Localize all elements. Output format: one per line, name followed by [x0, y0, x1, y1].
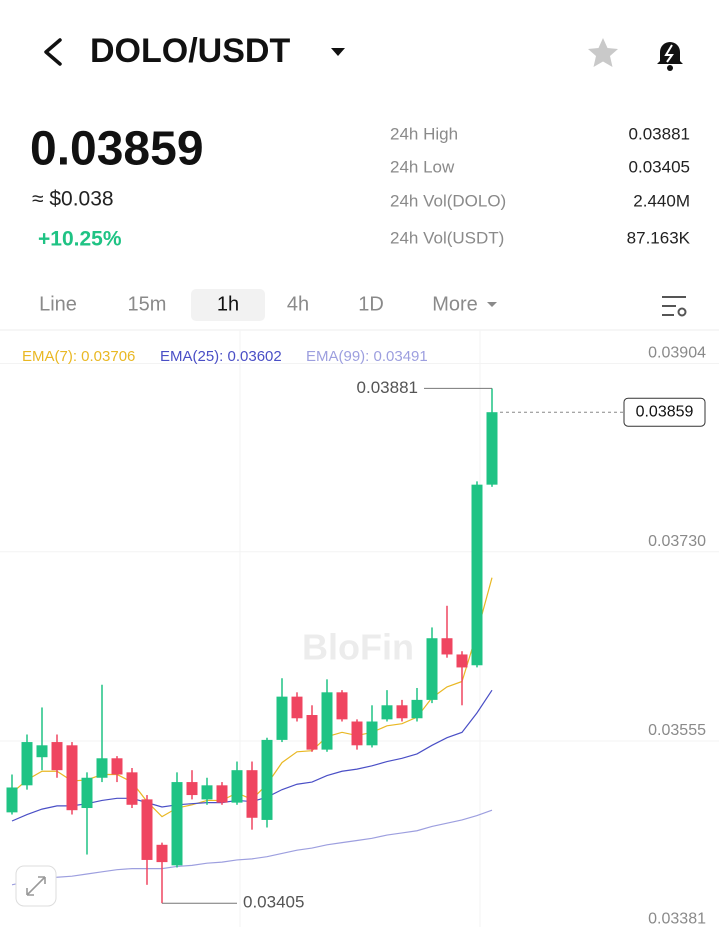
usd-price: ≈ $0.038 — [32, 188, 114, 211]
legend-entry: EMA(99): 0.03491 — [306, 348, 428, 365]
price-change: +10.25% — [38, 228, 122, 251]
candle-body — [21, 742, 33, 786]
candle-body — [426, 638, 438, 700]
stat-label: 24h Vol(USDT) — [390, 228, 504, 247]
stats: 24h High 0.03881 24h Low 0.03405 24h Vol(DOL… — [390, 124, 691, 247]
candle-body — [51, 742, 63, 771]
candle-body — [486, 412, 498, 485]
y-tick-label: 0.03381 — [648, 910, 706, 927]
candlestick-chart: BloFin 0.03904 0.03730 0.03555 0.03381 EMA(7… — [0, 330, 719, 927]
interval-tab[interactable]: Line — [39, 293, 77, 315]
y-tick-label: 0.03730 — [648, 533, 706, 550]
candle-body — [216, 785, 228, 803]
candle-body — [456, 654, 468, 668]
stat-label: 24h High — [390, 124, 458, 143]
candle-body — [156, 844, 168, 863]
current-price-box — [623, 397, 706, 427]
pair-dropdown[interactable] — [331, 48, 345, 56]
more-caret — [487, 302, 497, 307]
legend-entry: EMA(7): 0.03706 — [22, 348, 135, 365]
stat-label: 24h Vol(DOLO) — [390, 191, 506, 210]
candle-body — [351, 721, 363, 746]
interval-tab[interactable]: 15m — [128, 293, 167, 315]
candle-body — [36, 745, 48, 758]
stat-value: 87.163K — [627, 228, 691, 247]
candle-body — [66, 745, 78, 811]
high-label: 0.03881 — [357, 378, 418, 397]
low-label: 0.03405 — [243, 893, 304, 912]
candle-body — [231, 770, 243, 803]
candle-body — [411, 699, 423, 719]
candle-body — [336, 692, 348, 720]
candle-body — [186, 782, 198, 796]
interval-tab[interactable]: 1h — [217, 293, 239, 315]
candle-body — [261, 739, 273, 820]
last-price: 0.03859 — [30, 123, 204, 176]
candle-body — [381, 705, 393, 720]
pair-title[interactable]: DOLO/USDT — [90, 32, 290, 70]
active-tab-bg — [191, 289, 265, 321]
y-tick-label: 0.03555 — [648, 722, 706, 739]
interval-tab[interactable]: 4h — [287, 293, 309, 315]
candle-body — [291, 696, 303, 719]
back-button[interactable] — [44, 38, 62, 66]
current-price-label: 0.03859 — [636, 403, 694, 420]
candle-body — [126, 772, 138, 805]
stat-value: 0.03881 — [629, 124, 690, 143]
interval-tab[interactable]: More — [432, 293, 478, 315]
candle-body — [96, 758, 108, 778]
stat-value: 0.03405 — [629, 157, 690, 176]
alert-bell[interactable] — [657, 42, 683, 71]
candle-body — [321, 692, 333, 750]
favorite-star[interactable] — [588, 38, 618, 67]
y-tick-label: 0.03904 — [648, 345, 706, 362]
candle-body — [471, 484, 483, 666]
candle-body — [396, 705, 408, 719]
candle-body — [81, 777, 93, 809]
candle-body — [111, 758, 123, 775]
candle-body — [441, 638, 453, 655]
candle-body — [246, 770, 258, 818]
expand-button[interactable] — [15, 865, 57, 907]
candle-body — [201, 785, 213, 800]
candle-body — [141, 799, 153, 860]
chart-settings[interactable] — [662, 296, 687, 317]
candle-body — [171, 782, 183, 866]
candle-body — [6, 787, 18, 813]
legend-entry: EMA(25): 0.03602 — [160, 348, 282, 365]
candle-body — [366, 721, 378, 746]
stat-value: 2.440M — [633, 191, 690, 210]
candle-body — [276, 696, 288, 740]
watermark: BloFin — [302, 627, 414, 668]
stat-label: 24h Low — [390, 157, 455, 176]
interval-tab[interactable]: 1D — [358, 293, 384, 315]
candle-body — [306, 715, 318, 750]
interval-tabs: Line 15m 1h 4h 1D More — [39, 289, 497, 321]
ema-line — [11, 809, 493, 886]
